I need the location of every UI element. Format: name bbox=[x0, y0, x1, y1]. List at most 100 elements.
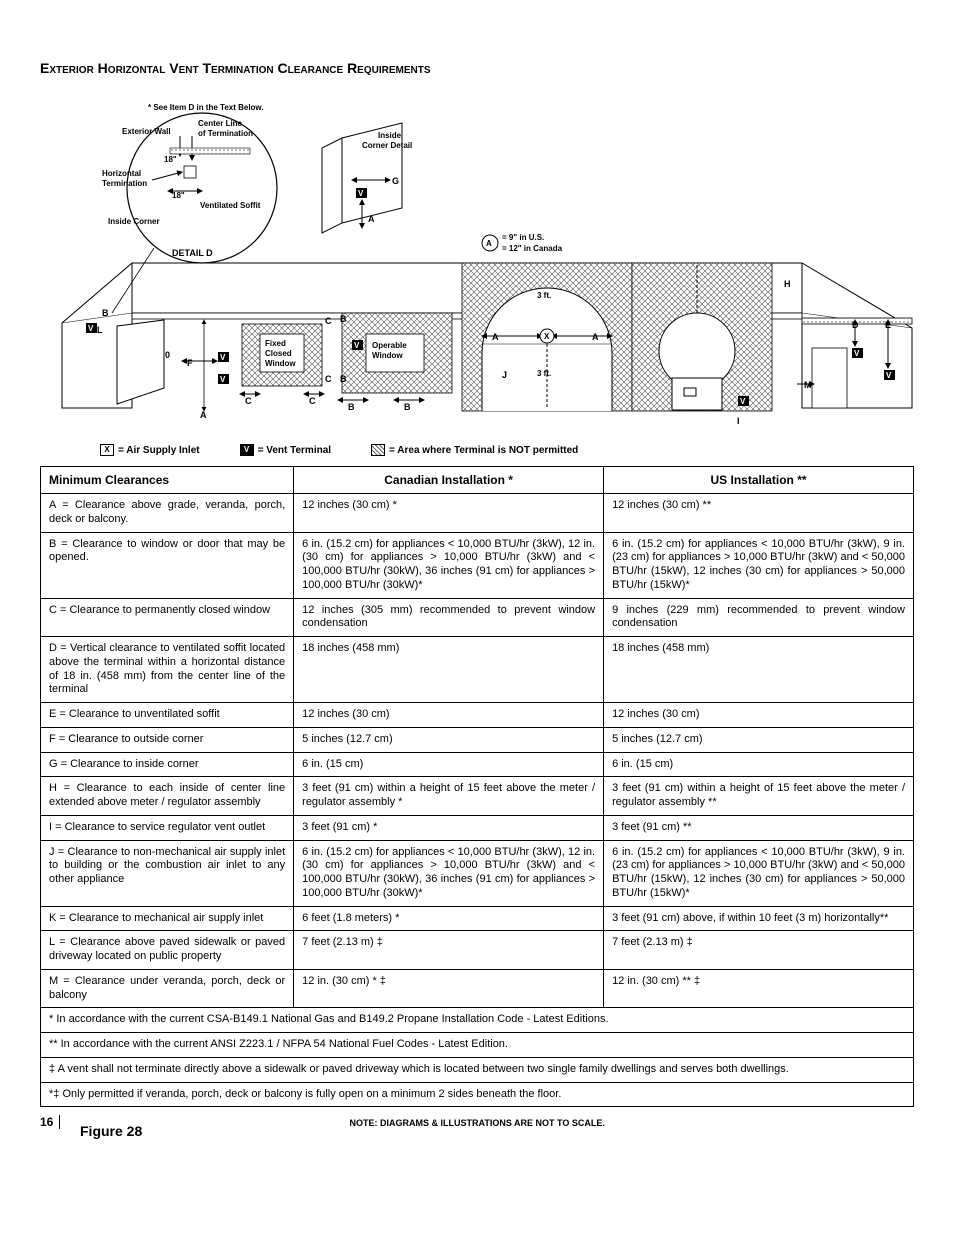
svg-text:I: I bbox=[737, 416, 740, 426]
svg-text:C: C bbox=[309, 396, 316, 406]
svg-text:Termination: Termination bbox=[102, 179, 147, 188]
svg-text:B: B bbox=[340, 374, 347, 384]
svg-text:A: A bbox=[592, 332, 599, 342]
col-header-us: US Installation ** bbox=[604, 467, 914, 494]
svg-text:Inside: Inside bbox=[378, 131, 402, 140]
clearance-label: G = Clearance to inside corner bbox=[41, 752, 294, 777]
svg-text:A: A bbox=[486, 239, 492, 248]
table-row: I = Clearance to service regulator vent … bbox=[41, 815, 914, 840]
legend-air-supply: = Air Supply Inlet bbox=[118, 445, 200, 456]
svg-text:L: L bbox=[97, 325, 103, 335]
clearance-value: 12 inches (30 cm) bbox=[604, 703, 914, 728]
svg-text:A: A bbox=[492, 332, 499, 342]
clearance-value: 6 in. (15.2 cm) for appliances < 10,000 … bbox=[604, 840, 914, 906]
clearance-value: 6 in. (15 cm) bbox=[604, 752, 914, 777]
svg-text:H: H bbox=[784, 279, 791, 289]
col-header-canadian: Canadian Installation * bbox=[294, 467, 604, 494]
table-note: * In accordance with the current CSA-B14… bbox=[41, 1008, 914, 1033]
table-row: L = Clearance above paved sidewalk or pa… bbox=[41, 931, 914, 970]
clearance-label: I = Clearance to service regulator vent … bbox=[41, 815, 294, 840]
table-row: D = Vertical clearance to ventilated sof… bbox=[41, 637, 914, 703]
legend-not-permitted: = Area where Terminal is NOT permitted bbox=[389, 445, 578, 456]
clearance-label: F = Clearance to outside corner bbox=[41, 727, 294, 752]
svg-text:Corner Detail: Corner Detail bbox=[362, 141, 412, 150]
clearance-label: B = Clearance to window or door that may… bbox=[41, 532, 294, 598]
clearance-value: 3 feet (91 cm) ** bbox=[604, 815, 914, 840]
svg-text:B: B bbox=[340, 314, 347, 324]
table-note: ** In accordance with the current ANSI Z… bbox=[41, 1033, 914, 1058]
table-row: G = Clearance to inside corner6 in. (15 … bbox=[41, 752, 914, 777]
air-supply-icon: X bbox=[100, 444, 114, 456]
svg-text:V: V bbox=[354, 341, 360, 350]
table-row: A = Clearance above grade, veranda, porc… bbox=[41, 494, 914, 533]
svg-text:Ventilated Soffit: Ventilated Soffit bbox=[200, 201, 261, 210]
svg-text:B: B bbox=[348, 402, 355, 412]
clearance-value: 18 inches (458 mm) bbox=[294, 637, 604, 703]
svg-text:3 ft.: 3 ft. bbox=[537, 369, 551, 378]
clearance-value: 3 feet (91 cm) within a height of 15 fee… bbox=[604, 777, 914, 816]
legend-vent-terminal: = Vent Terminal bbox=[258, 445, 331, 456]
clearance-value: 12 inches (305 mm) recommended to preven… bbox=[294, 598, 604, 637]
clearance-value: 6 in. (15.2 cm) for appliances < 10,000 … bbox=[294, 532, 604, 598]
clearance-value: 12 inches (30 cm) ** bbox=[604, 494, 914, 533]
svg-text:A: A bbox=[200, 410, 207, 420]
table-note-row: *‡ Only permitted if veranda, porch, dec… bbox=[41, 1082, 914, 1107]
svg-text:G: G bbox=[392, 176, 399, 186]
clearance-value: 3 feet (91 cm) above, if within 10 feet … bbox=[604, 906, 914, 931]
clearance-value: 7 feet (2.13 m) ‡ bbox=[294, 931, 604, 970]
clearance-label: M = Clearance under veranda, porch, deck… bbox=[41, 969, 294, 1008]
clearance-value: 12 in. (30 cm) ** ‡ bbox=[604, 969, 914, 1008]
svg-text:V: V bbox=[886, 371, 892, 380]
svg-text:18": 18" bbox=[172, 191, 185, 200]
clearance-value: 5 inches (12.7 cm) bbox=[294, 727, 604, 752]
clearances-table: Minimum Clearances Canadian Installation… bbox=[40, 466, 914, 1107]
svg-text:3 ft.: 3 ft. bbox=[537, 291, 551, 300]
clearance-value: 3 feet (91 cm) * bbox=[294, 815, 604, 840]
svg-text:* See Item D in the Text Below: * See Item D in the Text Below. bbox=[148, 103, 264, 112]
table-row: E = Clearance to unventilated soffit 12 i… bbox=[41, 703, 914, 728]
table-row: F = Clearance to outside corner5 inches … bbox=[41, 727, 914, 752]
svg-text:V: V bbox=[854, 349, 860, 358]
clearance-value: 12 in. (30 cm) * ‡ bbox=[294, 969, 604, 1008]
clearance-label: H = Clearance to each inside of center l… bbox=[41, 777, 294, 816]
clearance-value: 9 inches (229 mm) recommended to prevent… bbox=[604, 598, 914, 637]
svg-text:0: 0 bbox=[165, 350, 170, 360]
clearance-label: L = Clearance above paved sidewalk or pa… bbox=[41, 931, 294, 970]
svg-text:M: M bbox=[804, 380, 812, 390]
svg-text:F: F bbox=[187, 358, 193, 368]
svg-text:V: V bbox=[740, 397, 746, 406]
clearance-label: D = Vertical clearance to ventilated sof… bbox=[41, 637, 294, 703]
table-row: J = Clearance to non-mechanical air supp… bbox=[41, 840, 914, 906]
section-title: Exterior Horizontal Vent Termination Cle… bbox=[40, 60, 914, 76]
svg-text:= 12" in Canada: = 12" in Canada bbox=[502, 244, 563, 253]
page-number: 16 bbox=[40, 1115, 60, 1129]
table-row: H = Clearance to each inside of center l… bbox=[41, 777, 914, 816]
clearance-value: 6 in. (15.2 cm) for appliances < 10,000 … bbox=[604, 532, 914, 598]
svg-text:of Termination: of Termination bbox=[198, 129, 253, 138]
svg-text:V: V bbox=[220, 375, 226, 384]
table-row: K = Clearance to mechanical air supply i… bbox=[41, 906, 914, 931]
clearance-label: A = Clearance above grade, veranda, porc… bbox=[41, 494, 294, 533]
table-row: B = Clearance to window or door that may… bbox=[41, 532, 914, 598]
vent-terminal-icon: V bbox=[240, 444, 254, 456]
clearance-value: 12 inches (30 cm) * bbox=[294, 494, 604, 533]
table-note: ‡ A vent shall not terminate directly ab… bbox=[41, 1057, 914, 1082]
clearance-label: E = Clearance to unventilated soffit bbox=[41, 703, 294, 728]
clearance-value: 6 in. (15.2 cm) for appliances < 10,000 … bbox=[294, 840, 604, 906]
svg-text:Exterior Wall: Exterior Wall bbox=[122, 127, 171, 136]
clearance-label: C = Clearance to permanently closed wind… bbox=[41, 598, 294, 637]
svg-text:DETAIL D: DETAIL D bbox=[172, 248, 213, 258]
clearance-value: 6 in. (15 cm) bbox=[294, 752, 604, 777]
clearance-diagram: B L V A FixedClosedWindow C C 0 V F V C … bbox=[40, 88, 914, 438]
table-note-row: * In accordance with the current CSA-B14… bbox=[41, 1008, 914, 1033]
svg-text:18": 18" bbox=[164, 155, 177, 164]
not-permitted-icon bbox=[371, 444, 385, 456]
figure-caption: Figure 28 bbox=[80, 1123, 142, 1139]
svg-text:= 9" in U.S.: = 9" in U.S. bbox=[502, 233, 544, 242]
scale-note: NOTE: DIAGRAMS & ILLUSTRATIONS ARE NOT T… bbox=[60, 1118, 894, 1128]
svg-text:Center Line: Center Line bbox=[198, 119, 243, 128]
svg-text:Window: Window bbox=[372, 351, 403, 360]
svg-text:J: J bbox=[502, 370, 507, 380]
svg-text:Operable: Operable bbox=[372, 341, 407, 350]
svg-text:V: V bbox=[358, 189, 364, 198]
